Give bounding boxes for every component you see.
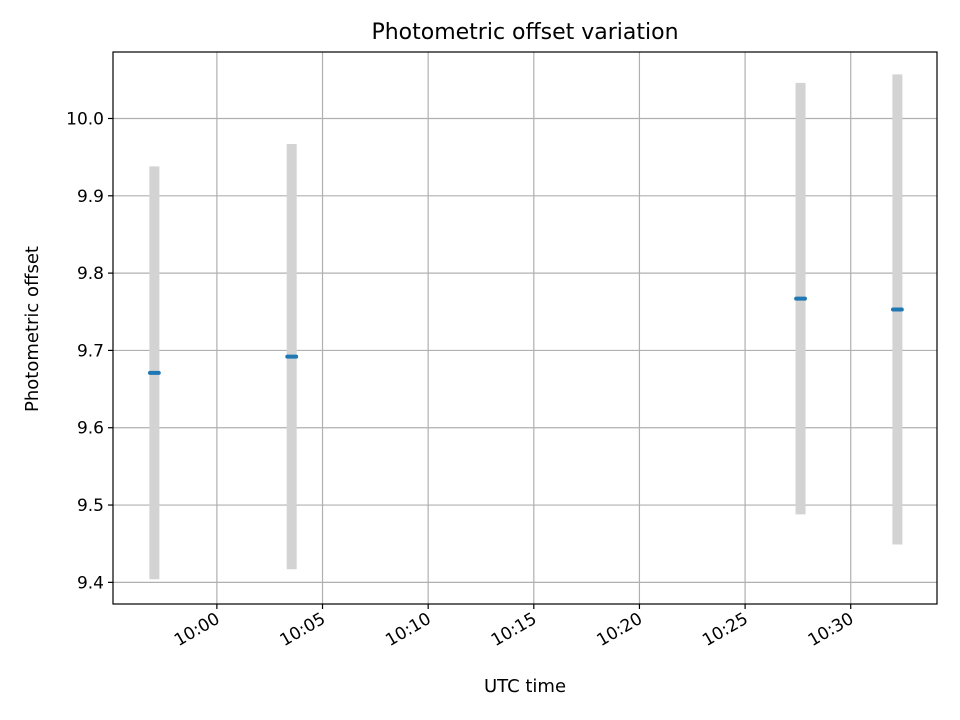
y-tick-label: 9.6 bbox=[77, 419, 104, 439]
y-tick-label: 9.4 bbox=[77, 573, 104, 593]
y-tick-label: 9.8 bbox=[77, 264, 104, 284]
x-axis-label: UTC time bbox=[484, 676, 566, 697]
y-axis-label: Photometric offset bbox=[22, 246, 43, 412]
y-tick-label: 9.7 bbox=[77, 341, 104, 361]
chart-title: Photometric offset variation bbox=[371, 20, 678, 45]
y-tick-label: 9.5 bbox=[77, 496, 104, 516]
plot-frame bbox=[112, 51, 938, 605]
y-tick-label: 9.9 bbox=[77, 187, 104, 207]
data-markers bbox=[147, 296, 904, 375]
y-tick-label: 10.0 bbox=[66, 109, 104, 129]
